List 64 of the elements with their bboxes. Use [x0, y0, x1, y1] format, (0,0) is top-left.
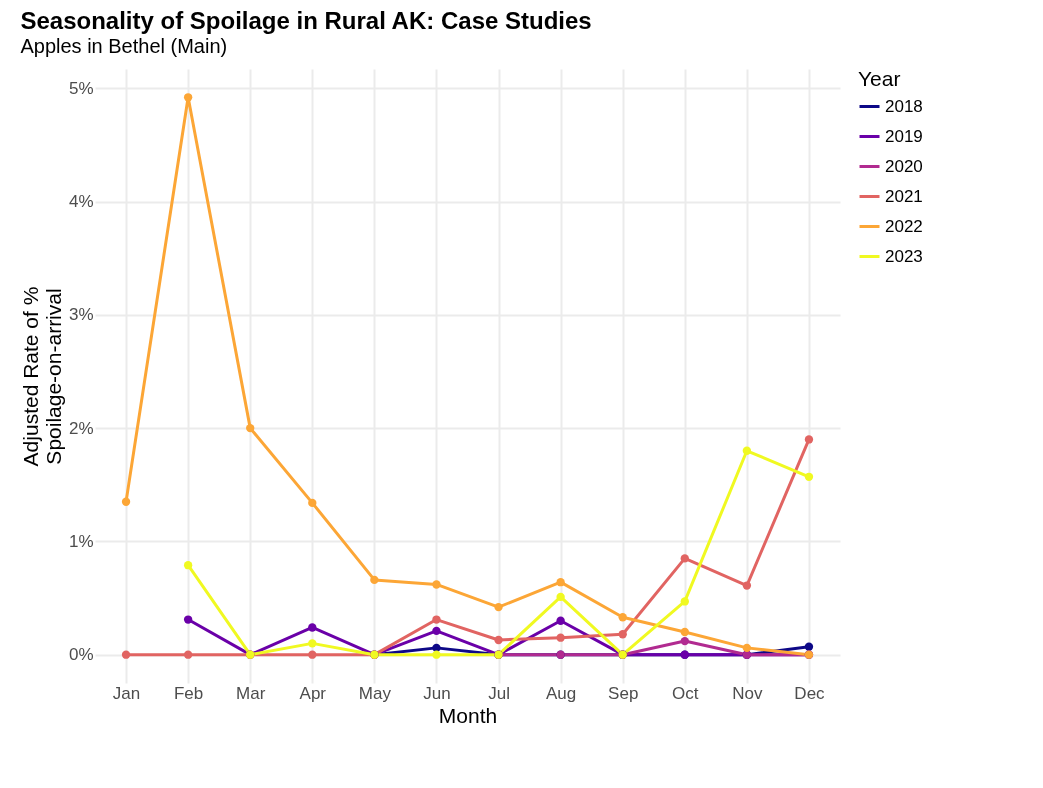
point — [556, 633, 565, 642]
point — [742, 581, 752, 590]
chart-subtitle: Apples in Bethel (Main) — [20, 35, 228, 57]
x-tick-label: Jan — [112, 683, 141, 703]
point — [432, 650, 441, 659]
point — [680, 627, 689, 637]
point — [742, 446, 752, 455]
x-tick-label: Apr — [299, 683, 327, 703]
point — [804, 435, 814, 444]
point — [680, 554, 689, 563]
point — [121, 497, 131, 506]
point — [556, 592, 565, 602]
point — [121, 650, 131, 659]
point — [680, 636, 689, 646]
x-tick-label: Jul — [488, 683, 510, 703]
point — [308, 623, 317, 632]
legend-title: Year — [858, 67, 901, 90]
point — [804, 472, 814, 481]
point — [183, 561, 193, 570]
legend-label: 2020 — [885, 156, 923, 176]
point — [618, 613, 627, 622]
y-axis-title: Adjusted Rate of % Spoilage-on-arrival — [18, 286, 65, 467]
point — [494, 635, 503, 645]
point — [183, 615, 193, 624]
x-tick-label: Oct — [672, 683, 699, 703]
point — [308, 650, 317, 659]
point — [183, 93, 193, 102]
chart-title: Seasonality of Spoilage in Rural AK: Case Studies — [20, 7, 592, 34]
y-tick-label: 1% — [68, 531, 94, 551]
point — [432, 643, 441, 653]
point — [432, 626, 441, 636]
legend-label: 2022 — [885, 216, 923, 236]
legend-label: 2023 — [885, 246, 923, 266]
point — [432, 580, 441, 589]
legend-label: 2018 — [885, 96, 923, 116]
point — [308, 498, 317, 508]
x-tick-label: Feb — [173, 683, 204, 703]
x-axis-title: Month — [438, 703, 498, 727]
point — [308, 639, 317, 648]
y-tick-label: 5% — [68, 78, 94, 98]
y-tick-label: 0% — [68, 645, 94, 665]
point — [804, 642, 814, 651]
point — [370, 575, 379, 585]
point — [246, 423, 255, 433]
point — [618, 630, 627, 639]
x-tick-label: May — [358, 683, 392, 703]
point — [742, 643, 752, 653]
legend-label: 2019 — [885, 126, 923, 146]
point — [556, 578, 565, 587]
x-tick-label: Jun — [423, 683, 451, 703]
point — [183, 650, 193, 659]
point — [494, 602, 503, 612]
x-tick-label: Mar — [236, 683, 266, 703]
y-tick-label: 2% — [68, 418, 94, 438]
legend-label: 2021 — [885, 186, 923, 206]
x-tick-label: Nov — [732, 683, 763, 703]
point — [680, 597, 689, 606]
point — [556, 616, 565, 625]
y-tick-label: 4% — [68, 192, 94, 212]
x-tick-label: Dec — [794, 683, 826, 703]
x-tick-label: Aug — [546, 683, 577, 703]
y-tick-label: 3% — [68, 305, 94, 325]
x-tick-label: Sep — [608, 683, 639, 703]
point — [432, 615, 441, 624]
